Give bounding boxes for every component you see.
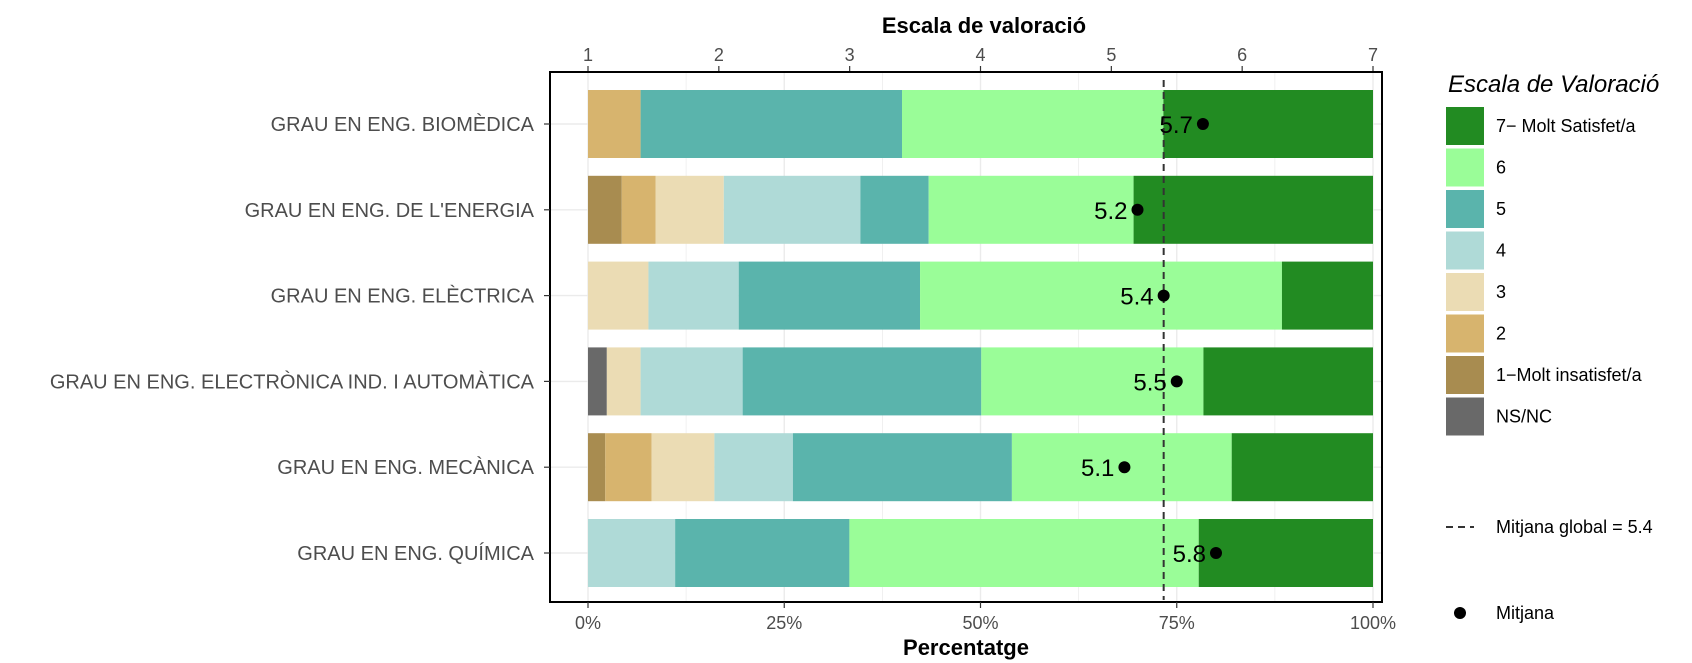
mean-point [1210,547,1222,559]
legend-swatch [1446,397,1484,436]
bottom-tick-label: 50% [962,613,998,633]
bottom-tick-label: 0% [575,613,601,633]
legend-global-mean-label: Mitjana global = 5.4 [1496,517,1653,537]
category-label: GRAU EN ENG. DE L'ENERGIA [245,200,535,222]
bar-segment [655,175,724,244]
bar-segment [675,519,850,587]
bar-segment [1231,433,1373,502]
bar-segment [723,175,861,244]
bottom-tick-label: 75% [1159,613,1195,633]
bar-segment [588,433,606,502]
legend-swatch [1446,231,1484,270]
mean-point [1170,375,1183,388]
legend-swatch [1446,273,1484,311]
bottom-tick-label: 100% [1350,613,1396,633]
bar-segment [792,433,1012,502]
mean-markers: 5.7 5.2 5.4 5.5 5.1 5.8 [1081,112,1222,568]
legend-mean-key [1454,607,1466,619]
legend-title: Escala de Valoració [1448,71,1659,98]
bottom-axis-ticks: 0% 25% 50% 75% 100% [575,602,1396,633]
bar-segment [849,519,1199,587]
bar-segment [640,347,743,416]
legend-label: 4 [1496,241,1506,261]
bar-segment [738,261,921,330]
bar-segment [928,175,1134,244]
top-tick-label: 6 [1237,45,1247,65]
bar-segment [1133,175,1373,244]
mean-value-label: 5.4 [1120,284,1153,311]
mean-point [1157,289,1170,302]
category-label: GRAU EN ENG. BIOMÈDICA [271,113,535,136]
legend-swatch [1446,356,1484,394]
legend-swatch [1446,148,1484,187]
bar-segment [588,261,649,330]
bar-segment [651,433,715,502]
legend-swatch [1446,107,1484,145]
bar-segment [902,90,1164,158]
top-tick-label: 1 [583,45,593,65]
bar-segment [742,347,982,416]
category-label: GRAU EN ENG. ELÈCTRICA [271,285,535,308]
bar-segment [981,347,1204,416]
bar-segment [1203,347,1373,416]
bar-segment [605,433,652,502]
bar-segment [588,90,641,158]
bottom-axis-title: Percentatge [903,635,1029,660]
legend-swatch [1446,314,1484,353]
category-label: GRAU EN ENG. MECÀNICA [277,456,534,479]
legend-label: 1−Molt insatisfet/a [1496,365,1643,385]
legend-label: 2 [1496,324,1506,344]
bar-segment [1198,519,1373,587]
legend-label: 5 [1496,199,1506,219]
bar-segment [1281,261,1373,330]
top-tick-label: 2 [714,45,724,65]
bar-segment [588,175,622,244]
top-axis-title: Escala de valoració [882,13,1086,38]
top-tick-label: 3 [845,45,855,65]
bottom-tick-label: 25% [766,613,802,633]
bars [588,90,1373,587]
mean-point [1131,203,1144,216]
legend-label: NS/NC [1496,407,1552,427]
top-axis-ticks: 1 2 3 4 5 6 7 [583,45,1378,72]
mean-value-label: 5.7 [1160,112,1193,139]
bar-segment [588,519,676,587]
bar-segment [640,90,902,158]
mean-value-label: 5.2 [1094,198,1127,225]
bar-segment [648,261,739,330]
legend-label: 7− Molt Satisfet/a [1496,116,1637,136]
legend-label: 3 [1496,282,1506,302]
mean-value-label: 5.8 [1173,541,1206,568]
legend-mean-label: Mitjana [1496,603,1555,623]
mean-value-label: 5.5 [1133,369,1166,396]
top-tick-label: 7 [1368,45,1378,65]
plot-panel-border [549,71,1383,603]
mean-value-label: 5.1 [1081,455,1114,482]
bar-segment [714,433,793,502]
top-tick-label: 5 [1106,45,1116,65]
mean-point [1118,461,1131,474]
bar-segment [606,347,641,416]
legend-items: 7− Molt Satisfet/a 6 5 4 3 2 1−Molt insatisfet… [1446,107,1643,436]
mean-point [1196,118,1209,130]
legend: Escala de Valoració 7− Molt Satisfet/a 6 5… [1446,71,1659,623]
category-labels: GRAU EN ENG. BIOMÈDICA GRAU EN ENG. DE L'… [50,113,550,565]
bar-segment [621,175,656,244]
bar-segment [860,175,929,244]
legend-label: 6 [1496,158,1506,178]
category-label: GRAU EN ENG. ELECTRÒNICA IND. I AUTOMÀTI… [50,370,535,393]
bar-segment [920,261,1282,330]
bar-segment [588,347,607,416]
top-tick-label: 4 [975,45,985,65]
legend-swatch [1446,190,1484,228]
category-label: GRAU EN ENG. QUÍMICA [297,542,534,565]
bar-segment [1163,90,1373,158]
